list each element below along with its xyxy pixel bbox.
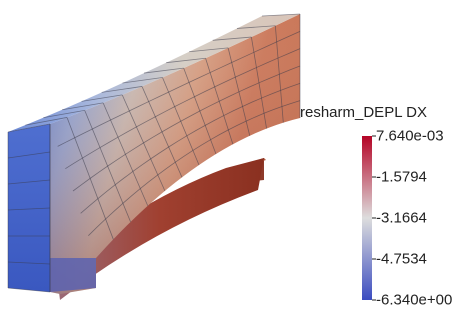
mesh-line bbox=[212, 36, 252, 41]
mesh-line bbox=[7, 151, 51, 159]
legend-tick-4: -4.7534 bbox=[376, 250, 427, 268]
beam-underside bbox=[56, 158, 264, 300]
mesh-line bbox=[101, 86, 143, 93]
mesh-line bbox=[65, 48, 301, 170]
mesh-line bbox=[7, 287, 51, 293]
mesh-line bbox=[7, 123, 51, 133]
mesh-line bbox=[81, 94, 123, 102]
beam-top-face bbox=[8, 14, 300, 132]
legend-tick-max: 7.640e-03 bbox=[376, 127, 444, 145]
mesh-line bbox=[261, 13, 301, 17]
mesh-line bbox=[7, 261, 51, 265]
mesh-line bbox=[236, 25, 276, 29]
mesh-line bbox=[25, 117, 68, 126]
colorbar bbox=[362, 136, 372, 300]
mesh-line bbox=[57, 30, 301, 147]
legend-tick-2: -1.5794 bbox=[376, 168, 427, 186]
legend-tick-min: -6.340e+00 bbox=[376, 291, 453, 309]
mesh-line bbox=[88, 100, 301, 236]
mesh-line bbox=[80, 82, 301, 214]
colorbar-ticks bbox=[372, 135, 376, 301]
mesh-line bbox=[189, 47, 229, 53]
mesh-line bbox=[62, 102, 104, 111]
legend-title: resharm_DEPL DX bbox=[300, 104, 427, 121]
mesh-line bbox=[43, 109, 85, 119]
beam-end-face bbox=[8, 124, 50, 292]
beam-left-support bbox=[50, 258, 96, 292]
mesh-line bbox=[7, 207, 51, 211]
mesh-line bbox=[7, 179, 51, 185]
mesh-line bbox=[166, 57, 206, 64]
mesh-grid bbox=[7, 13, 301, 293]
mesh-line bbox=[143, 67, 184, 74]
legend-tick-3: -3.1664 bbox=[376, 209, 427, 227]
mesh-line bbox=[72, 65, 301, 192]
mesh-line bbox=[122, 77, 163, 84]
